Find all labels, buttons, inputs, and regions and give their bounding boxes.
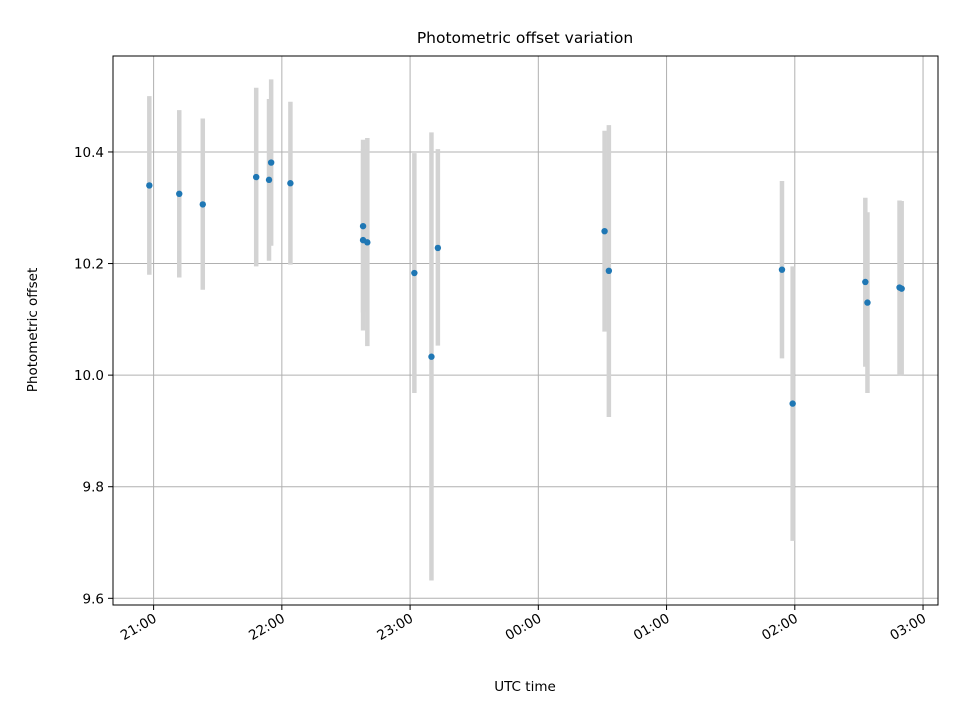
data-point [605, 267, 613, 275]
data-point [176, 190, 183, 198]
x-tick-label: 03:00 [887, 611, 929, 644]
data-point [898, 285, 905, 292]
error-bars [147, 79, 904, 581]
x-tick-label: 22:00 [246, 611, 288, 644]
chart-title: Photometric offset variation [417, 29, 633, 47]
x-tick-label: 02:00 [759, 611, 801, 644]
data-point [267, 159, 275, 166]
x-axis-ticks: 21:00 22:00 23:00 00:00 01:00 02:00 03:00 [118, 605, 929, 644]
data-point [364, 239, 371, 246]
data-point [199, 201, 206, 208]
data-point [864, 299, 871, 306]
y-tick-label: 10.4 [74, 145, 104, 161]
x-tick-label: 21:00 [118, 611, 160, 644]
data-point [265, 176, 273, 184]
plot-frame [112, 55, 939, 606]
data-point [252, 173, 260, 181]
y-axis-ticks: 9.6 9.8 10.0 10.2 10.4 [74, 145, 113, 607]
grid-lines [113, 56, 938, 605]
y-tick-label: 10.0 [74, 368, 104, 384]
data-point [287, 180, 294, 187]
data-point [359, 222, 367, 230]
data-point [411, 269, 418, 277]
data-point [789, 400, 796, 407]
data-point [862, 278, 869, 286]
x-tick-label: 23:00 [374, 611, 416, 644]
data-point [146, 182, 153, 189]
y-axis-label: Photometric offset [25, 268, 41, 392]
x-axis-label: UTC time [494, 679, 556, 695]
x-tick-label: 01:00 [631, 611, 673, 644]
data-point [428, 353, 435, 360]
data-point [601, 227, 608, 235]
x-tick-label: 00:00 [503, 611, 545, 644]
data-point [778, 266, 786, 273]
y-tick-label: 10.2 [74, 257, 104, 273]
data-point [434, 244, 442, 252]
y-tick-label: 9.8 [83, 480, 104, 496]
y-tick-label: 9.6 [83, 591, 104, 607]
data-points [146, 159, 905, 407]
